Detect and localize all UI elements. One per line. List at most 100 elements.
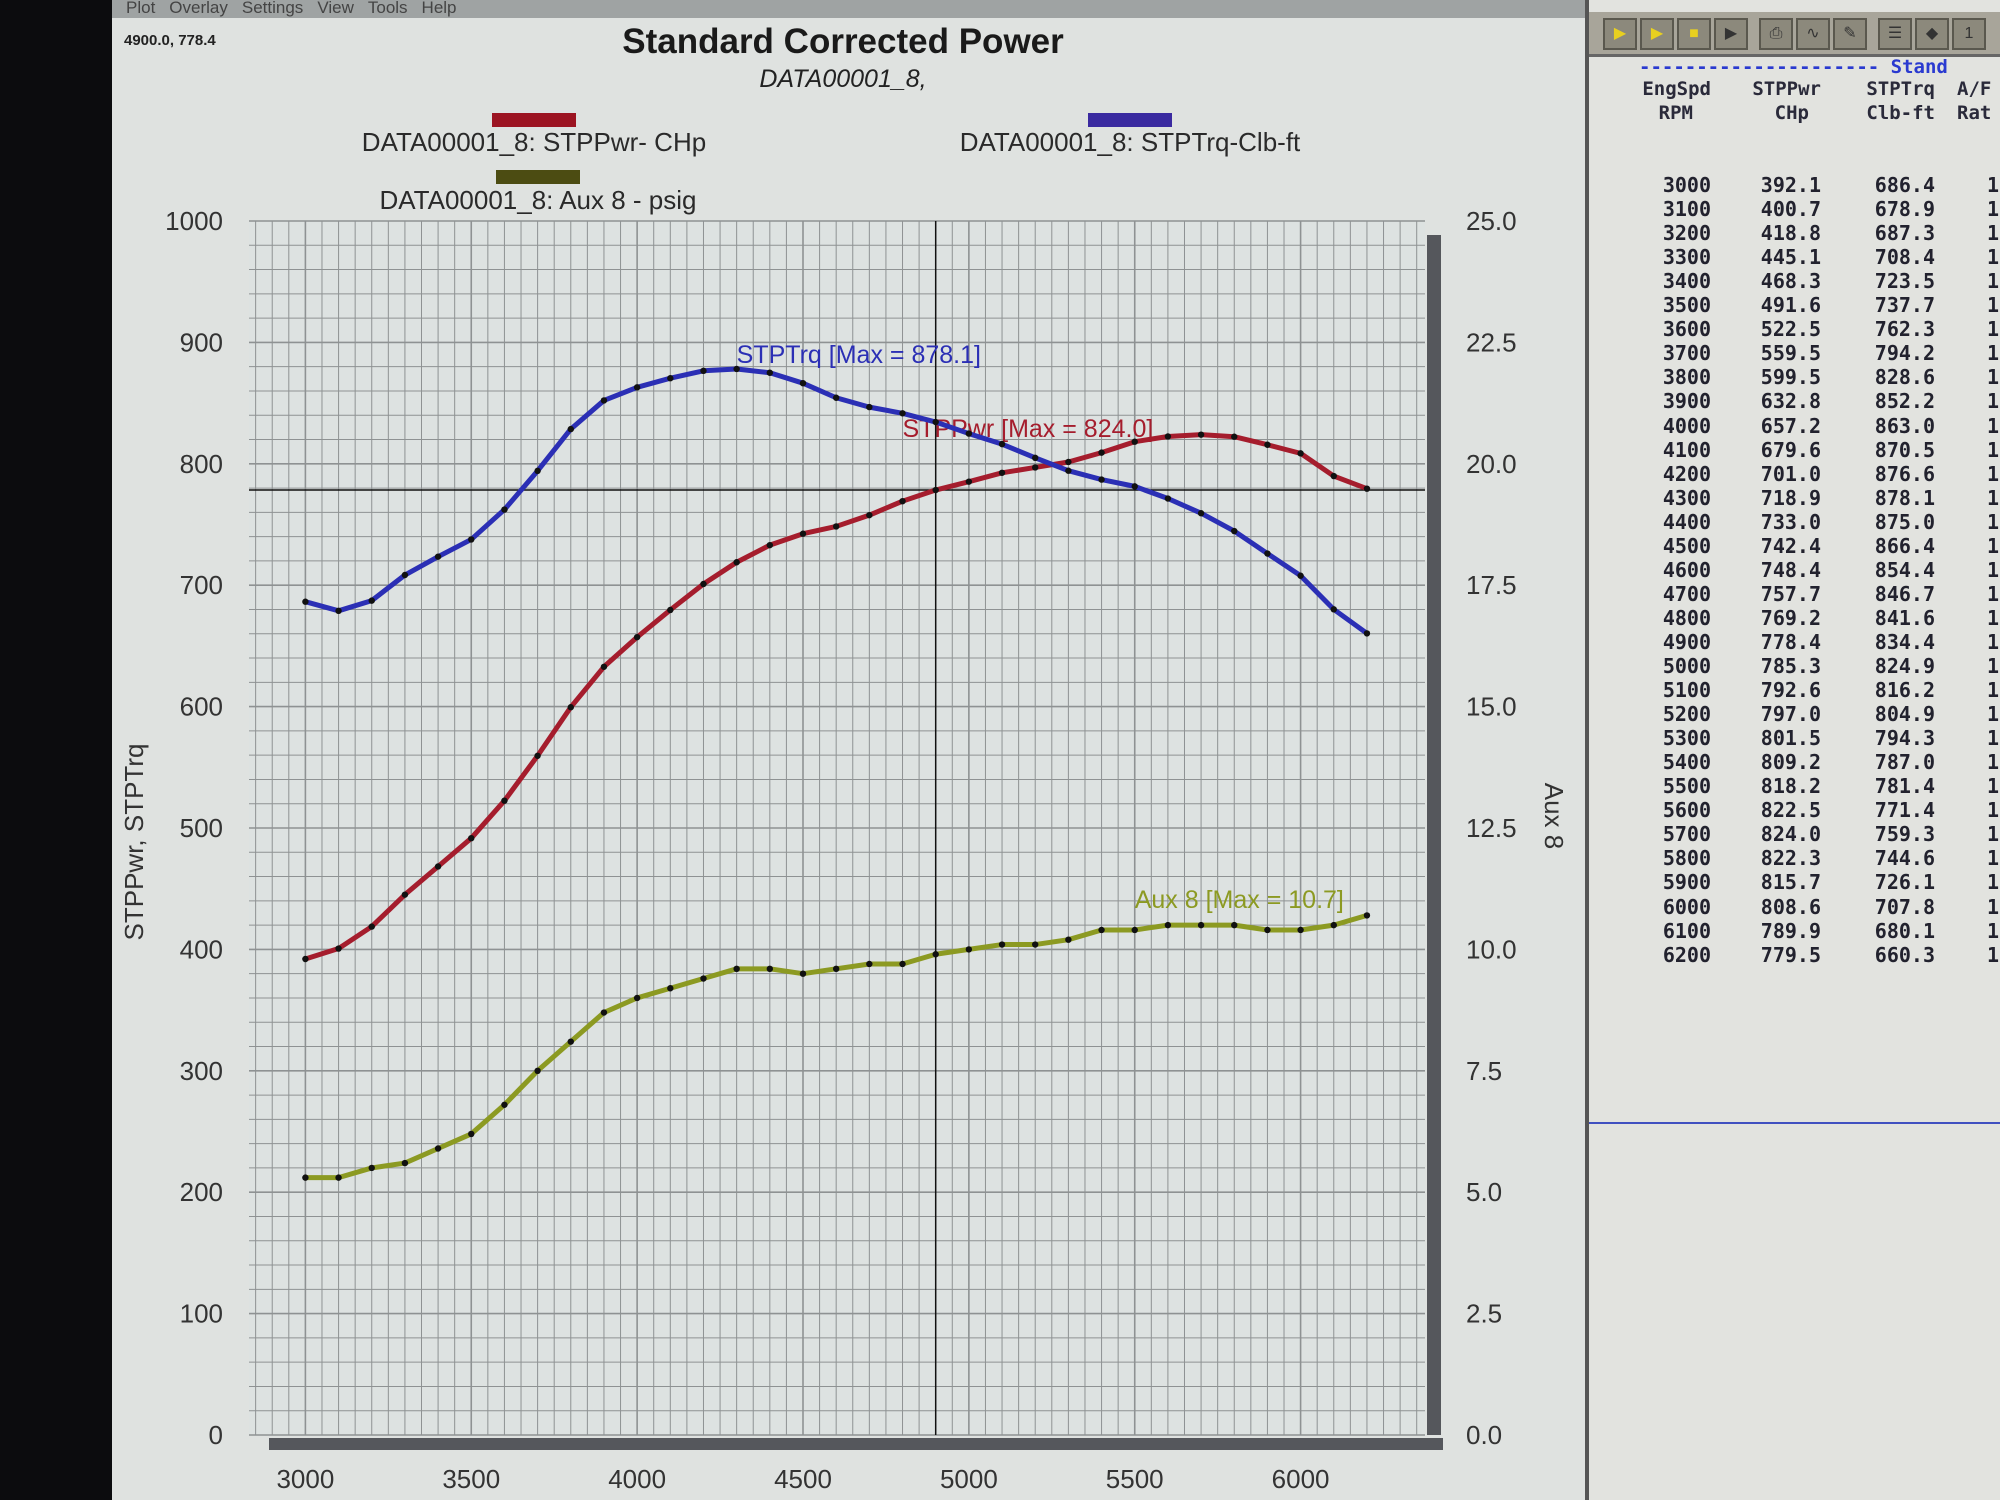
play-icon[interactable]: ▶ — [1714, 18, 1748, 50]
data-point — [1197, 510, 1205, 517]
x-tick-label: 3500 — [442, 1464, 500, 1494]
table-cell: 1 — [1987, 774, 2000, 799]
table-cell: 708.4 — [1874, 245, 1935, 270]
dyno-chart[interactable]: 0 100 200 300 400 500 600 700 800 900 1000 0.0 2.5 5.… — [0, 0, 1585, 1500]
table-cell: 808.6 — [1760, 894, 1821, 919]
table-cell: 1 — [1987, 726, 2000, 751]
table-cell: 3000 — [1662, 173, 1711, 197]
table-cell: 718.9 — [1760, 485, 1821, 510]
y2-tick-label: 15.0 — [1466, 692, 1517, 722]
data-point — [1330, 606, 1337, 613]
data-point — [633, 994, 641, 1002]
save-icon[interactable]: ■ — [1677, 18, 1711, 50]
table-cell: 733.0 — [1760, 509, 1821, 534]
data-point — [899, 960, 906, 968]
table-cell: 878.1 — [1874, 485, 1935, 510]
data-point — [1231, 527, 1238, 535]
table-cell: 1 — [1987, 942, 2000, 967]
data-point — [1197, 921, 1205, 929]
table-cell: 522.5 — [1760, 317, 1821, 342]
data-point — [434, 553, 442, 560]
table-cell: 1 — [1987, 557, 2000, 582]
data-point — [965, 946, 973, 953]
table-cell: 4300 — [1662, 485, 1711, 510]
data-point — [1065, 467, 1072, 474]
data-point — [1065, 458, 1072, 466]
edit-graph-icon[interactable]: ✎ — [1833, 18, 1867, 50]
table-cell: 818.2 — [1760, 774, 1821, 799]
data-point — [633, 633, 641, 641]
data-point — [567, 704, 574, 711]
table-cell: 4100 — [1662, 437, 1711, 462]
data-point — [567, 425, 574, 433]
table-cell: 4200 — [1662, 461, 1711, 486]
x-tick-label: 5500 — [1106, 1464, 1164, 1494]
data-point — [600, 663, 608, 670]
table-cell: 748.4 — [1760, 557, 1821, 582]
menu-view[interactable]: View — [317, 0, 354, 17]
data-point — [733, 365, 740, 373]
table-cell: 559.5 — [1760, 341, 1821, 366]
note-icon[interactable]: ◆ — [1915, 18, 1949, 50]
data-point — [534, 467, 541, 475]
table-cell: 5400 — [1662, 750, 1711, 775]
menu-tools[interactable]: Tools — [367, 0, 408, 17]
data-point — [335, 1174, 342, 1181]
table-cell: 418.8 — [1760, 221, 1821, 246]
data-point — [335, 945, 342, 952]
max-annotation: STPTrq [Max = 878.1] — [737, 341, 981, 369]
data-point — [766, 369, 774, 376]
table-cell: 757.7 — [1760, 581, 1821, 606]
table-cell: 392.1 — [1760, 173, 1821, 197]
table-cell: 5700 — [1662, 822, 1711, 847]
y2-axis-label: Aux 8 — [1539, 783, 1569, 850]
y-tick-label: 400 — [180, 934, 223, 964]
menu-overlay[interactable]: Overlay — [169, 0, 228, 17]
data-point — [368, 923, 375, 930]
y-tick-label: 200 — [180, 1177, 223, 1207]
y2-tick-label: 12.5 — [1466, 813, 1517, 843]
max-annotation: Aux 8 [Max = 10.7] — [1135, 886, 1344, 914]
table-cell: 816.2 — [1874, 678, 1935, 703]
table-cell: 1 — [1987, 533, 2000, 558]
menu-settings[interactable]: Settings — [241, 0, 304, 17]
table-cell: 870.5 — [1874, 437, 1935, 462]
menu-plot[interactable]: Plot — [126, 0, 156, 17]
data-point — [1330, 921, 1337, 929]
y2-tick-label: 10.0 — [1466, 934, 1517, 964]
data-point — [434, 863, 442, 870]
table-cell: 5300 — [1662, 726, 1711, 751]
table-cell: 1 — [1987, 678, 2000, 703]
graph-icon[interactable]: ∿ — [1796, 18, 1830, 50]
column-header: STPTrq — [1866, 78, 1935, 100]
open-folder-icon[interactable]: ▶ — [1640, 18, 1674, 50]
table-cell: 1 — [1987, 894, 2000, 919]
y2-tick-label: 25.0 — [1466, 206, 1517, 236]
table-cell: 657.2 — [1760, 413, 1821, 438]
table-cell: 3300 — [1662, 245, 1711, 270]
table-cell: 804.9 — [1874, 702, 1935, 727]
print-icon[interactable]: ⎙ — [1759, 18, 1793, 50]
table-cell: 687.3 — [1874, 221, 1935, 246]
table-cell: 5200 — [1662, 702, 1711, 727]
table-cell: 794.2 — [1874, 341, 1935, 366]
table-cell: 1 — [1987, 918, 2000, 943]
open-run-icon[interactable]: ▶ — [1603, 18, 1637, 50]
page-one-icon[interactable]: 1 — [1952, 18, 1986, 50]
toolbar: ▶ ▶ ■ ▶ ⎙ ∿ ✎ ☰ ◆ 1 — [1589, 12, 2000, 57]
x-tick-label: 4500 — [774, 1464, 832, 1494]
table-cell: 5800 — [1662, 846, 1711, 871]
data-point — [932, 418, 939, 426]
table-cell: 794.3 — [1874, 726, 1935, 751]
table-cell: 1 — [1987, 870, 2000, 895]
table-cell: 1 — [1987, 798, 2000, 823]
table-cell: 1 — [1987, 509, 2000, 534]
table-cell: 801.5 — [1760, 726, 1821, 751]
menu-bar: Plot Overlay Settings View Tools Help — [112, 0, 1585, 18]
menu-help[interactable]: Help — [421, 0, 457, 17]
table-cell: 686.4 — [1874, 173, 1935, 197]
table-cell: 4600 — [1662, 557, 1711, 582]
list-icon[interactable]: ☰ — [1878, 18, 1912, 50]
data-point — [799, 530, 807, 537]
table-cell: 5500 — [1662, 774, 1711, 799]
